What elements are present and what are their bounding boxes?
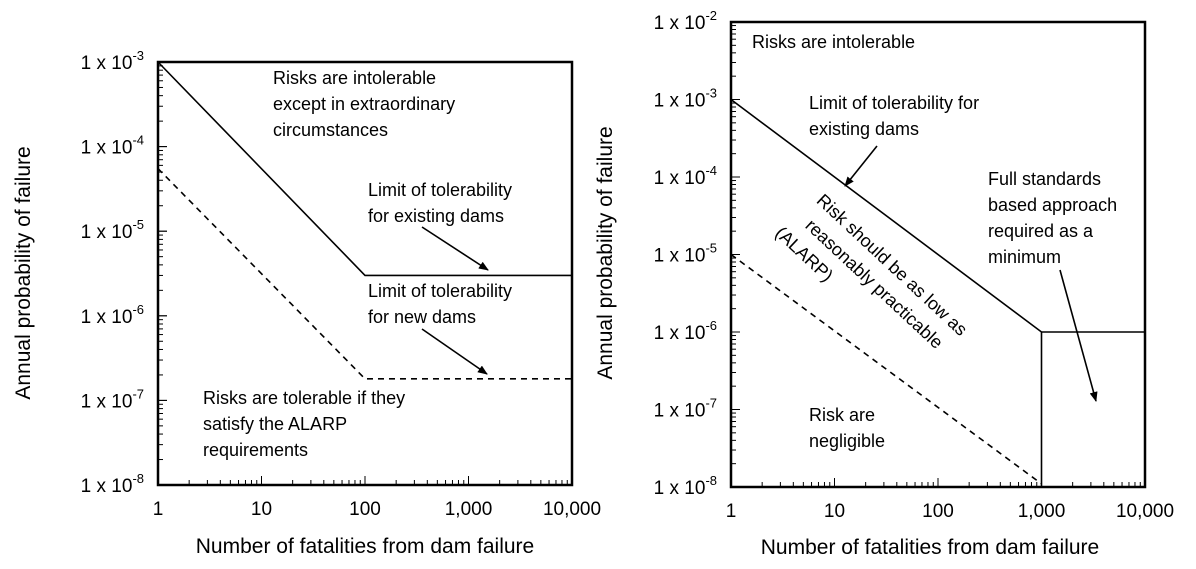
x-tick-label: 10,000: [543, 499, 601, 520]
y-tick-label: 1 x 10-7: [81, 386, 144, 412]
chart-right: 1 x 10-8 1 x 10-7 1 x 10-6 1 x 10-5 1 x 10-4…: [594, 8, 1174, 559]
annotation-intolerable-right: Risks are intolerable: [752, 32, 915, 52]
annotation-alarp-right: Risk should be as low as reasonably prac…: [771, 185, 974, 382]
minor-ticks-right: [730, 21, 1146, 488]
series-line-dashed: [157, 168, 572, 380]
y-tick-labels-right: 1 x 10-8 1 x 10-7 1 x 10-6 1 x 10-5 1 x 10-4…: [654, 8, 717, 499]
chart-left: 1 x 10-8 1 x 10-7 1 x 10-6 1 x 10-5 1 x 10-4…: [12, 48, 601, 558]
x-tick-label: 1,000: [1018, 501, 1066, 522]
y-tick-label: 1 x 10-6: [81, 302, 144, 328]
y-tick-label: 1 x 10-5: [81, 217, 144, 243]
y-tick-label: 1 x 10-2: [654, 8, 717, 34]
x-tick-labels-right: 1 10 100 1,000 10,000: [726, 501, 1174, 522]
y-tick-label: 1 x 10-3: [654, 86, 717, 112]
series-right: [730, 98, 1145, 487]
x-tick-label: 10,000: [1116, 501, 1174, 522]
y-tick-label: 1 x 10-6: [654, 318, 717, 344]
annotation-limit-existing-left: Limit of tolerability for existing dams: [368, 180, 517, 226]
annotation-limit-existing-right: Limit of tolerability for existing dams: [809, 93, 984, 139]
y-tick-label: 1 x 10-3: [81, 48, 144, 74]
annotation-limit-new-left: Limit of tolerability for new dams: [368, 281, 517, 327]
y-tick-label: 1 x 10-7: [654, 396, 717, 422]
y-tick-label: 1 x 10-4: [654, 163, 717, 189]
arrow-limit-existing-left: [421, 226, 489, 271]
y-axis-title-left: Annual probability of failure: [12, 146, 35, 399]
x-tick-label: 1: [153, 499, 164, 520]
series-left: [157, 61, 572, 380]
y-axis-title-right: Annual probability of failure: [594, 126, 617, 379]
y-tick-label: 1 x 10-8: [81, 471, 144, 497]
x-axis-title-right: Number of fatalities from dam failure: [761, 536, 1099, 559]
x-tick-label: 1: [726, 501, 737, 522]
y-tick-label: 1 x 10-8: [654, 473, 717, 499]
arrow-full-standards-right: [1059, 269, 1098, 402]
arrow-limit-new-left: [421, 328, 488, 375]
y-tick-label: 1 x 10-5: [654, 241, 717, 267]
annotation-negligible-right: Risk are negligible: [809, 405, 885, 451]
y-tick-label: 1 x 10-4: [81, 133, 144, 159]
x-tick-label: 10: [824, 501, 845, 522]
arrow-limit-existing-right: [844, 145, 878, 187]
x-tick-label: 100: [922, 501, 954, 522]
annotation-intolerable-left: Risks are intolerable except in extraord…: [273, 68, 460, 140]
y-tick-labels-left: 1 x 10-8 1 x 10-7 1 x 10-6 1 x 10-5 1 x 10-4…: [81, 48, 144, 497]
x-tick-labels-left: 1 10 100 1,000 10,000: [153, 499, 601, 520]
series-line-dashed: [730, 253, 1042, 485]
x-axis-title-left: Number of fatalities from dam failure: [196, 535, 534, 558]
x-tick-label: 10: [251, 499, 272, 520]
annotation-full-standards-right: Full standards based approach required a…: [988, 169, 1122, 267]
minor-ticks-left: [157, 61, 573, 486]
x-tick-label: 1,000: [445, 499, 493, 520]
series-line-solid: [157, 61, 572, 277]
x-tick-label: 100: [349, 499, 381, 520]
annotation-tolerable-left: Risks are tolerable if they satisfy the …: [203, 388, 410, 460]
